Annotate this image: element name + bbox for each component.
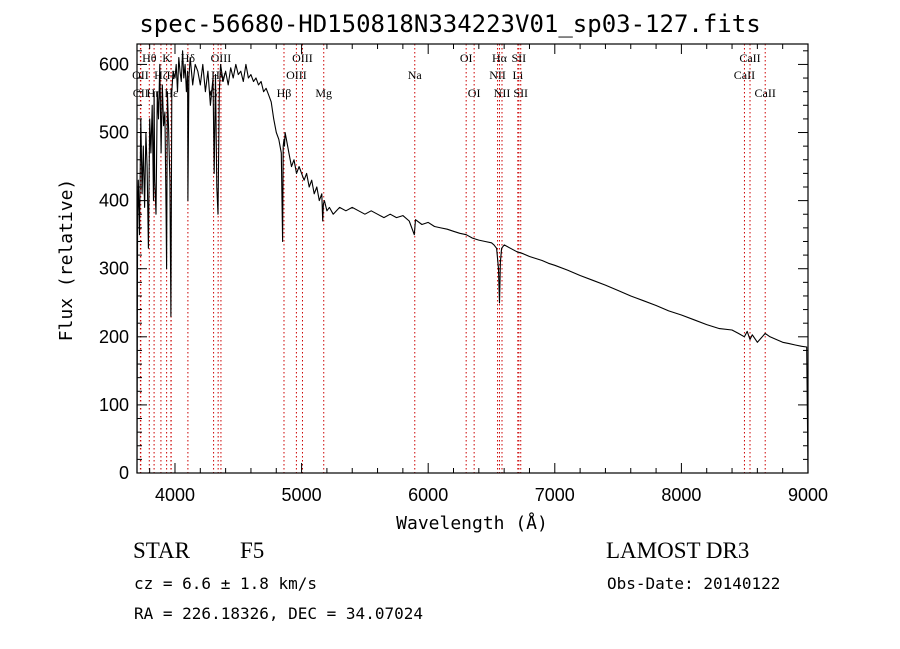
y-tick-label: 500 xyxy=(99,123,129,143)
observation-date: Obs-Date: 20140122 xyxy=(607,574,781,593)
line-label: Hδ xyxy=(181,51,196,65)
line-label: Hα xyxy=(492,51,508,65)
y-tick-label: 200 xyxy=(99,327,129,347)
line-label: CaII xyxy=(755,86,776,100)
plot-frame xyxy=(136,43,809,474)
line-markers xyxy=(139,44,766,473)
spectral-subclass: F5 xyxy=(240,538,265,563)
y-tick-label: 600 xyxy=(99,54,129,74)
line-label: Hη xyxy=(147,86,162,100)
line-label: Hζ xyxy=(154,68,168,82)
y-tick-label: 400 xyxy=(99,191,129,211)
x-tick-label: 6000 xyxy=(408,485,448,505)
line-label: SII xyxy=(513,86,528,100)
line-label: CII xyxy=(133,86,149,100)
line-label: CaII xyxy=(739,51,760,65)
line-label: K xyxy=(162,51,171,65)
line-label: OI xyxy=(460,51,473,65)
line-label: OIII xyxy=(211,51,232,65)
line-label: Hβ xyxy=(277,86,292,100)
x-axis-label: Wavelength (Å) xyxy=(396,512,548,534)
line-label: OIII xyxy=(292,51,313,65)
x-tick-label: 9000 xyxy=(788,485,828,505)
line-label: OII xyxy=(132,68,149,82)
line-label: NII xyxy=(489,68,506,82)
survey-name: LAMOST DR3 xyxy=(606,538,750,563)
x-tick-label: 7000 xyxy=(535,485,575,505)
line-label: H xyxy=(167,68,176,82)
line-label: Hγ xyxy=(211,68,226,82)
x-tick-label: 8000 xyxy=(661,485,701,505)
x-tick-label: 5000 xyxy=(282,485,322,505)
line-label: OI xyxy=(468,86,481,100)
y-axis-label: Flux (relative) xyxy=(56,179,77,342)
y-tick-label: 0 xyxy=(119,463,129,483)
object-class: STAR xyxy=(133,538,190,563)
line-label: SII xyxy=(512,51,527,65)
line-label: Mg xyxy=(315,86,332,100)
coordinates: RA = 226.18326, DEC = 34.07024 xyxy=(134,604,423,623)
line-label: CaII xyxy=(734,68,755,82)
line-label: Li xyxy=(512,68,523,82)
line-label: Hθ xyxy=(142,51,157,65)
y-tick-label: 100 xyxy=(99,395,129,415)
line-label: OIII xyxy=(286,68,307,82)
y-tick-label: 300 xyxy=(99,259,129,279)
spectrum-series xyxy=(136,50,809,474)
axis-ticks: 4000 5000 6000 7000 8000 9000 0 100 200 300 400 500… xyxy=(99,44,828,505)
line-label: G xyxy=(209,86,218,100)
chart-title: spec-56680-HD150818N334223V01_sp03-127.f… xyxy=(139,10,761,38)
line-label: Na xyxy=(408,68,423,82)
redshift-velocity: cz = 6.6 ± 1.8 km/s xyxy=(134,574,318,593)
x-tick-label: 4000 xyxy=(155,485,195,505)
spectrum-line xyxy=(136,50,809,474)
line-label: Hε xyxy=(164,86,178,100)
line-label: NII xyxy=(494,86,511,100)
